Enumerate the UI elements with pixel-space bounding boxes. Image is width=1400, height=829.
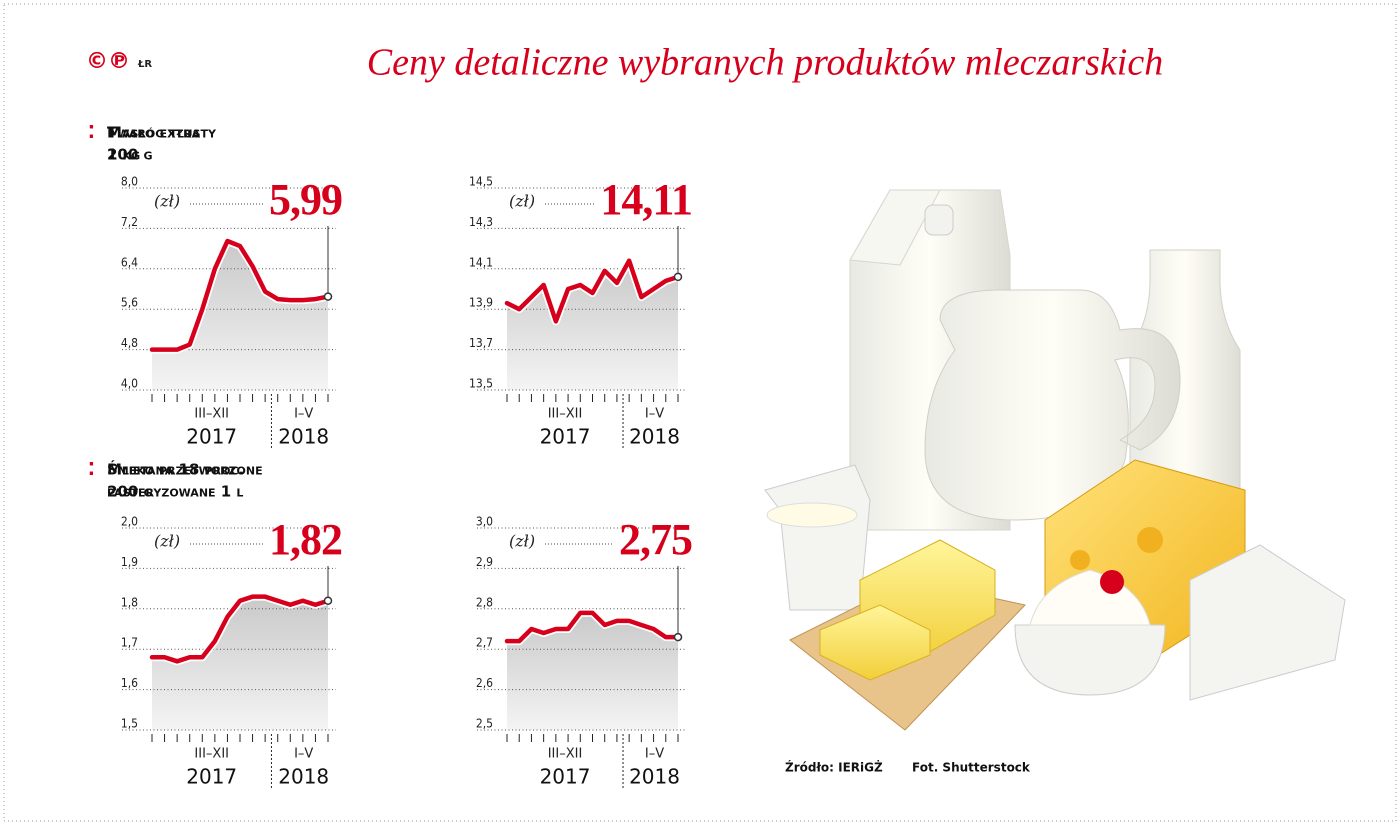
y-tick-label: 2,0 — [121, 515, 138, 529]
y-tick-label: 14,5 — [469, 175, 493, 189]
area — [152, 241, 328, 390]
chart-panel: ⁚ Śmietana 18 proc. 200 g 1,5 1,6 1,7 1,8 1,9 2,… — [88, 459, 343, 789]
year-label: 2017 — [186, 765, 237, 789]
chart-panel: ⁚ Masło extra 200 g 4,0 4,8 5,6 6,4 7,2 8,0 III–X… — [88, 122, 343, 449]
line — [149, 594, 331, 664]
y-tick-label: 1,6 — [121, 676, 138, 690]
chart-subtitle: 200 g — [107, 146, 153, 164]
bullet: ⁚ — [88, 122, 95, 143]
chart-panel: ⁚ Mleko przetworzone pasteryzowane 1 l 2,5 2… — [88, 459, 693, 789]
year-label: 2017 — [540, 425, 591, 449]
y-tick-label: 13,5 — [469, 377, 493, 391]
page-title: Ceny detaliczne wybranych produktów mlec… — [367, 42, 1163, 84]
period-label: I–V — [645, 407, 664, 422]
year-label: 2018 — [629, 425, 680, 449]
y-tick-label: 2,7 — [476, 636, 493, 650]
year-label: 2017 — [186, 425, 237, 449]
y-tick-label: 4,8 — [121, 336, 138, 350]
chart-subtitle: 200 g — [107, 483, 153, 501]
period-label: III–XII — [548, 407, 583, 422]
period-label: I–V — [294, 747, 313, 762]
y-tick-label: 8,0 — [121, 175, 138, 189]
unit-label: (zł) — [509, 192, 535, 211]
y-tick-label: 7,2 — [121, 215, 138, 229]
area — [152, 596, 328, 730]
highlight-value: 14,11 — [600, 175, 692, 224]
y-tick-label: 13,7 — [469, 336, 493, 350]
end-point — [673, 632, 683, 642]
illustration — [764, 189, 1346, 731]
chart-title: Śmietana 18 proc. — [107, 460, 244, 479]
y-tick-label: 13,9 — [469, 296, 493, 310]
y-tick-label: 1,8 — [121, 595, 138, 609]
y-tick-label: 3,0 — [476, 515, 493, 529]
line — [504, 258, 681, 324]
y-tick-label: 2,5 — [476, 717, 493, 731]
y-tick-label: 1,7 — [121, 636, 138, 650]
year-label: 2018 — [278, 425, 329, 449]
unit-label: (zł) — [154, 532, 180, 551]
bullet: ⁚ — [88, 459, 95, 480]
chart-subtitle: 1 kg — [107, 146, 140, 164]
chart-title: Twaróg tłusty — [107, 124, 217, 142]
y-tick-label: 5,6 — [121, 296, 138, 310]
y-tick-label: 2,6 — [476, 676, 493, 690]
y-tick-label: 14,1 — [469, 255, 493, 269]
unit-label: (zł) — [509, 532, 535, 551]
y-tick-label: 14,3 — [469, 215, 493, 229]
period-label: III–XII — [548, 747, 583, 762]
y-tick-label: 1,9 — [121, 555, 138, 569]
chart-title: Mleko przetworzone — [107, 461, 263, 479]
period-label: III–XII — [194, 407, 229, 422]
end-point — [673, 272, 683, 282]
y-tick-label: 6,4 — [121, 255, 138, 269]
line — [149, 238, 331, 352]
unit-label: (zł) — [154, 192, 180, 211]
area — [507, 612, 678, 730]
y-tick-label: 2,8 — [476, 595, 493, 609]
page-border — [3, 3, 1397, 822]
year-label: 2018 — [629, 765, 680, 789]
bullet: ⁚ — [88, 122, 95, 143]
end-point — [323, 596, 333, 605]
y-tick-label: 2,9 — [476, 555, 493, 569]
bullet: ⁚ — [88, 459, 95, 480]
author: ŁR — [137, 59, 152, 70]
period-label: III–XII — [194, 747, 229, 762]
year-label: 2017 — [540, 765, 591, 789]
photo-credit: Fot. Shutterstock — [912, 761, 1031, 775]
brand: ©℗ — [86, 49, 130, 74]
period-label: I–V — [294, 407, 313, 422]
chart-subtitle: pasteryzowane 1 l — [107, 483, 243, 501]
highlight-value: 1,82 — [269, 515, 342, 564]
chart-panel: ⁚ Twaróg tłusty 1 kg 13,5 13,7 13,9 14,1 14,3 14… — [88, 122, 693, 449]
end-point — [323, 292, 333, 301]
y-tick-label: 1,5 — [121, 717, 138, 731]
highlight-value: 5,99 — [269, 175, 342, 224]
line — [504, 610, 681, 644]
y-tick-label: 4,0 — [121, 377, 138, 391]
period-label: I–V — [645, 747, 664, 762]
year-label: 2018 — [278, 765, 329, 789]
highlight-value: 2,75 — [619, 515, 692, 564]
area — [507, 260, 678, 390]
chart-title: Masło extra — [107, 124, 201, 142]
source: Źródło: IERiGŻ — [785, 760, 883, 775]
